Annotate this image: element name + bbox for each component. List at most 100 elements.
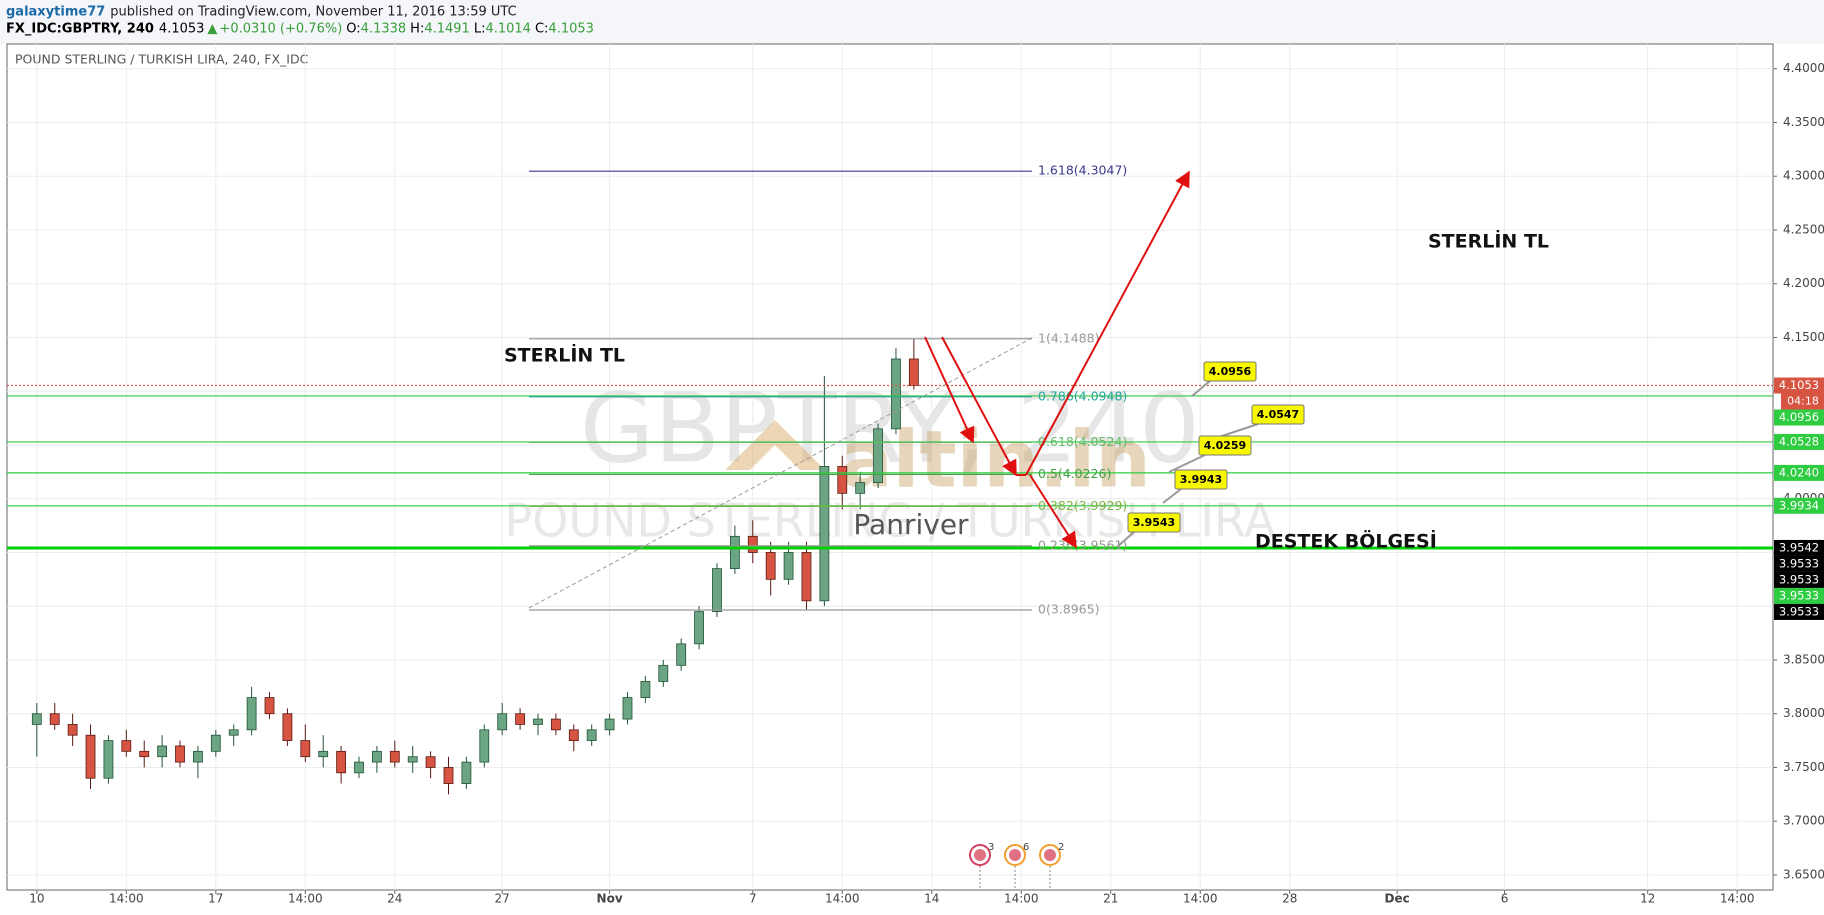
candle-body [873, 428, 883, 483]
logo-mark [725, 420, 825, 470]
candle-body [694, 611, 704, 645]
candle-body [103, 740, 114, 779]
y-tick-label: 4.4000 [1783, 61, 1824, 75]
candle-body [550, 718, 561, 731]
callout-box [1198, 435, 1252, 456]
candle-body [264, 697, 275, 715]
arrow [1029, 474, 1077, 549]
x-tick-label: 27 [495, 892, 510, 906]
price-tag-label: 4.0956 [1779, 410, 1819, 424]
logo-sub: Panriver [853, 508, 969, 541]
price-tag [1774, 587, 1824, 604]
publish-info: published on TradingView.com, November 1… [110, 5, 516, 20]
event-count: 6 [1023, 842, 1029, 853]
candle-body [747, 535, 758, 553]
candle-body [228, 729, 239, 736]
candle-body [783, 552, 794, 580]
y-tick-label: 3.6500 [1783, 867, 1824, 881]
x-tick-label: 24 [387, 892, 402, 906]
x-tick-label: 6 [1501, 892, 1509, 906]
event-flag [974, 849, 986, 861]
fib-label: 0.786(4.0948) [1038, 388, 1127, 403]
x-tick-label: 14:00 [1004, 892, 1039, 906]
candle-body [676, 643, 687, 666]
candle-body [407, 756, 418, 763]
event-flag [1009, 849, 1021, 861]
price-tag [1774, 409, 1824, 426]
x-tick-label: 28 [1282, 892, 1297, 906]
x-tick-label: 14:00 [1183, 892, 1218, 906]
price-tag [1774, 571, 1824, 588]
candle-body [640, 681, 651, 698]
candle-body [515, 713, 525, 725]
ohlc-value: 4.1053 [548, 22, 594, 37]
chart-title: POUND STERLING / TURKISH LIRA, 240, FX_I… [15, 52, 309, 67]
change-arrow: ▲ [207, 22, 217, 37]
candle-body [712, 568, 722, 612]
candle-body [354, 761, 364, 774]
last-price: 4.1053 [159, 22, 205, 37]
x-tick-label: 21 [1103, 892, 1118, 906]
price-tag-label: 4.0528 [1779, 434, 1819, 448]
y-tick-label: 3.7000 [1783, 814, 1824, 828]
callout-pointer [1116, 531, 1135, 548]
annotation: DESTEK BÖLGESİ [1255, 529, 1437, 553]
arrow [924, 336, 975, 444]
callout-label: 4.0956 [1209, 365, 1252, 378]
candle-body [31, 713, 42, 725]
fib-label: 0.5(4.0226) [1038, 466, 1111, 481]
candle-body [389, 750, 400, 763]
candle-body [604, 718, 615, 731]
x-tick-label: 10 [29, 892, 44, 906]
x-tick-label: 7 [749, 892, 757, 906]
candle-body [300, 740, 311, 758]
price-tag-label: 3.9533 [1779, 572, 1819, 586]
y-tick-label: 4.3000 [1783, 169, 1824, 183]
x-tick-label: 17 [208, 892, 223, 906]
candle-body [586, 729, 597, 741]
logo: altin.in [840, 415, 1151, 505]
candle-body [891, 358, 901, 430]
price-tag-label: 3.9533 [1779, 556, 1819, 570]
callout-label: 3.9543 [1133, 516, 1175, 529]
fib-label: 0.236(3.9561) [1038, 537, 1127, 552]
callout-label: 4.0547 [1257, 408, 1299, 421]
y-tick-label: 3.8500 [1783, 652, 1824, 666]
candle-body [497, 713, 508, 731]
candle-body [336, 750, 347, 774]
annotation: STERLİN TL [504, 343, 625, 367]
candle-body [461, 761, 472, 784]
candle-body [49, 713, 60, 725]
layers: 3.65003.70003.75003.80003.85003.90003.95… [7, 44, 1824, 906]
symbol-bar: FX_IDC:GBPTRY, 240 4.1053 ▲ +0.0310 (+0.76%… [6, 22, 594, 37]
candle-body [837, 466, 848, 494]
candle-body [372, 750, 382, 763]
candle-body [443, 767, 454, 784]
fib-label: 0(3.8965) [1038, 601, 1099, 616]
x-tick-label: Dec [1385, 892, 1410, 906]
y-tick-label: 3.8000 [1783, 706, 1824, 720]
candle-body [479, 729, 490, 763]
callout-box [1174, 469, 1228, 490]
callout-pointer [1168, 454, 1206, 473]
price-tag [1774, 603, 1824, 620]
callout-box [1203, 361, 1257, 382]
candle-body [246, 697, 257, 731]
callout-pointer [1162, 488, 1182, 504]
callout-label: 4.0259 [1204, 439, 1246, 452]
ohlc-value: 4.1014 [485, 22, 531, 37]
author[interactable]: galaxytime77 [6, 5, 105, 20]
ohlc-key: O: [346, 22, 360, 37]
x-tick-label: Nov [597, 892, 623, 906]
candle-body [157, 745, 168, 758]
x-tick-label: 14:00 [288, 892, 323, 906]
y-tick-label: 4.2000 [1783, 276, 1824, 290]
price-tag-label: 3.9934 [1779, 498, 1819, 512]
price-tag [1774, 464, 1824, 481]
candle-body [210, 734, 221, 752]
ohlc-value: 4.1491 [424, 22, 470, 37]
candle-body [282, 713, 293, 741]
price-tag-countdown: 04:18 [1787, 395, 1819, 408]
candle-body [819, 466, 830, 602]
